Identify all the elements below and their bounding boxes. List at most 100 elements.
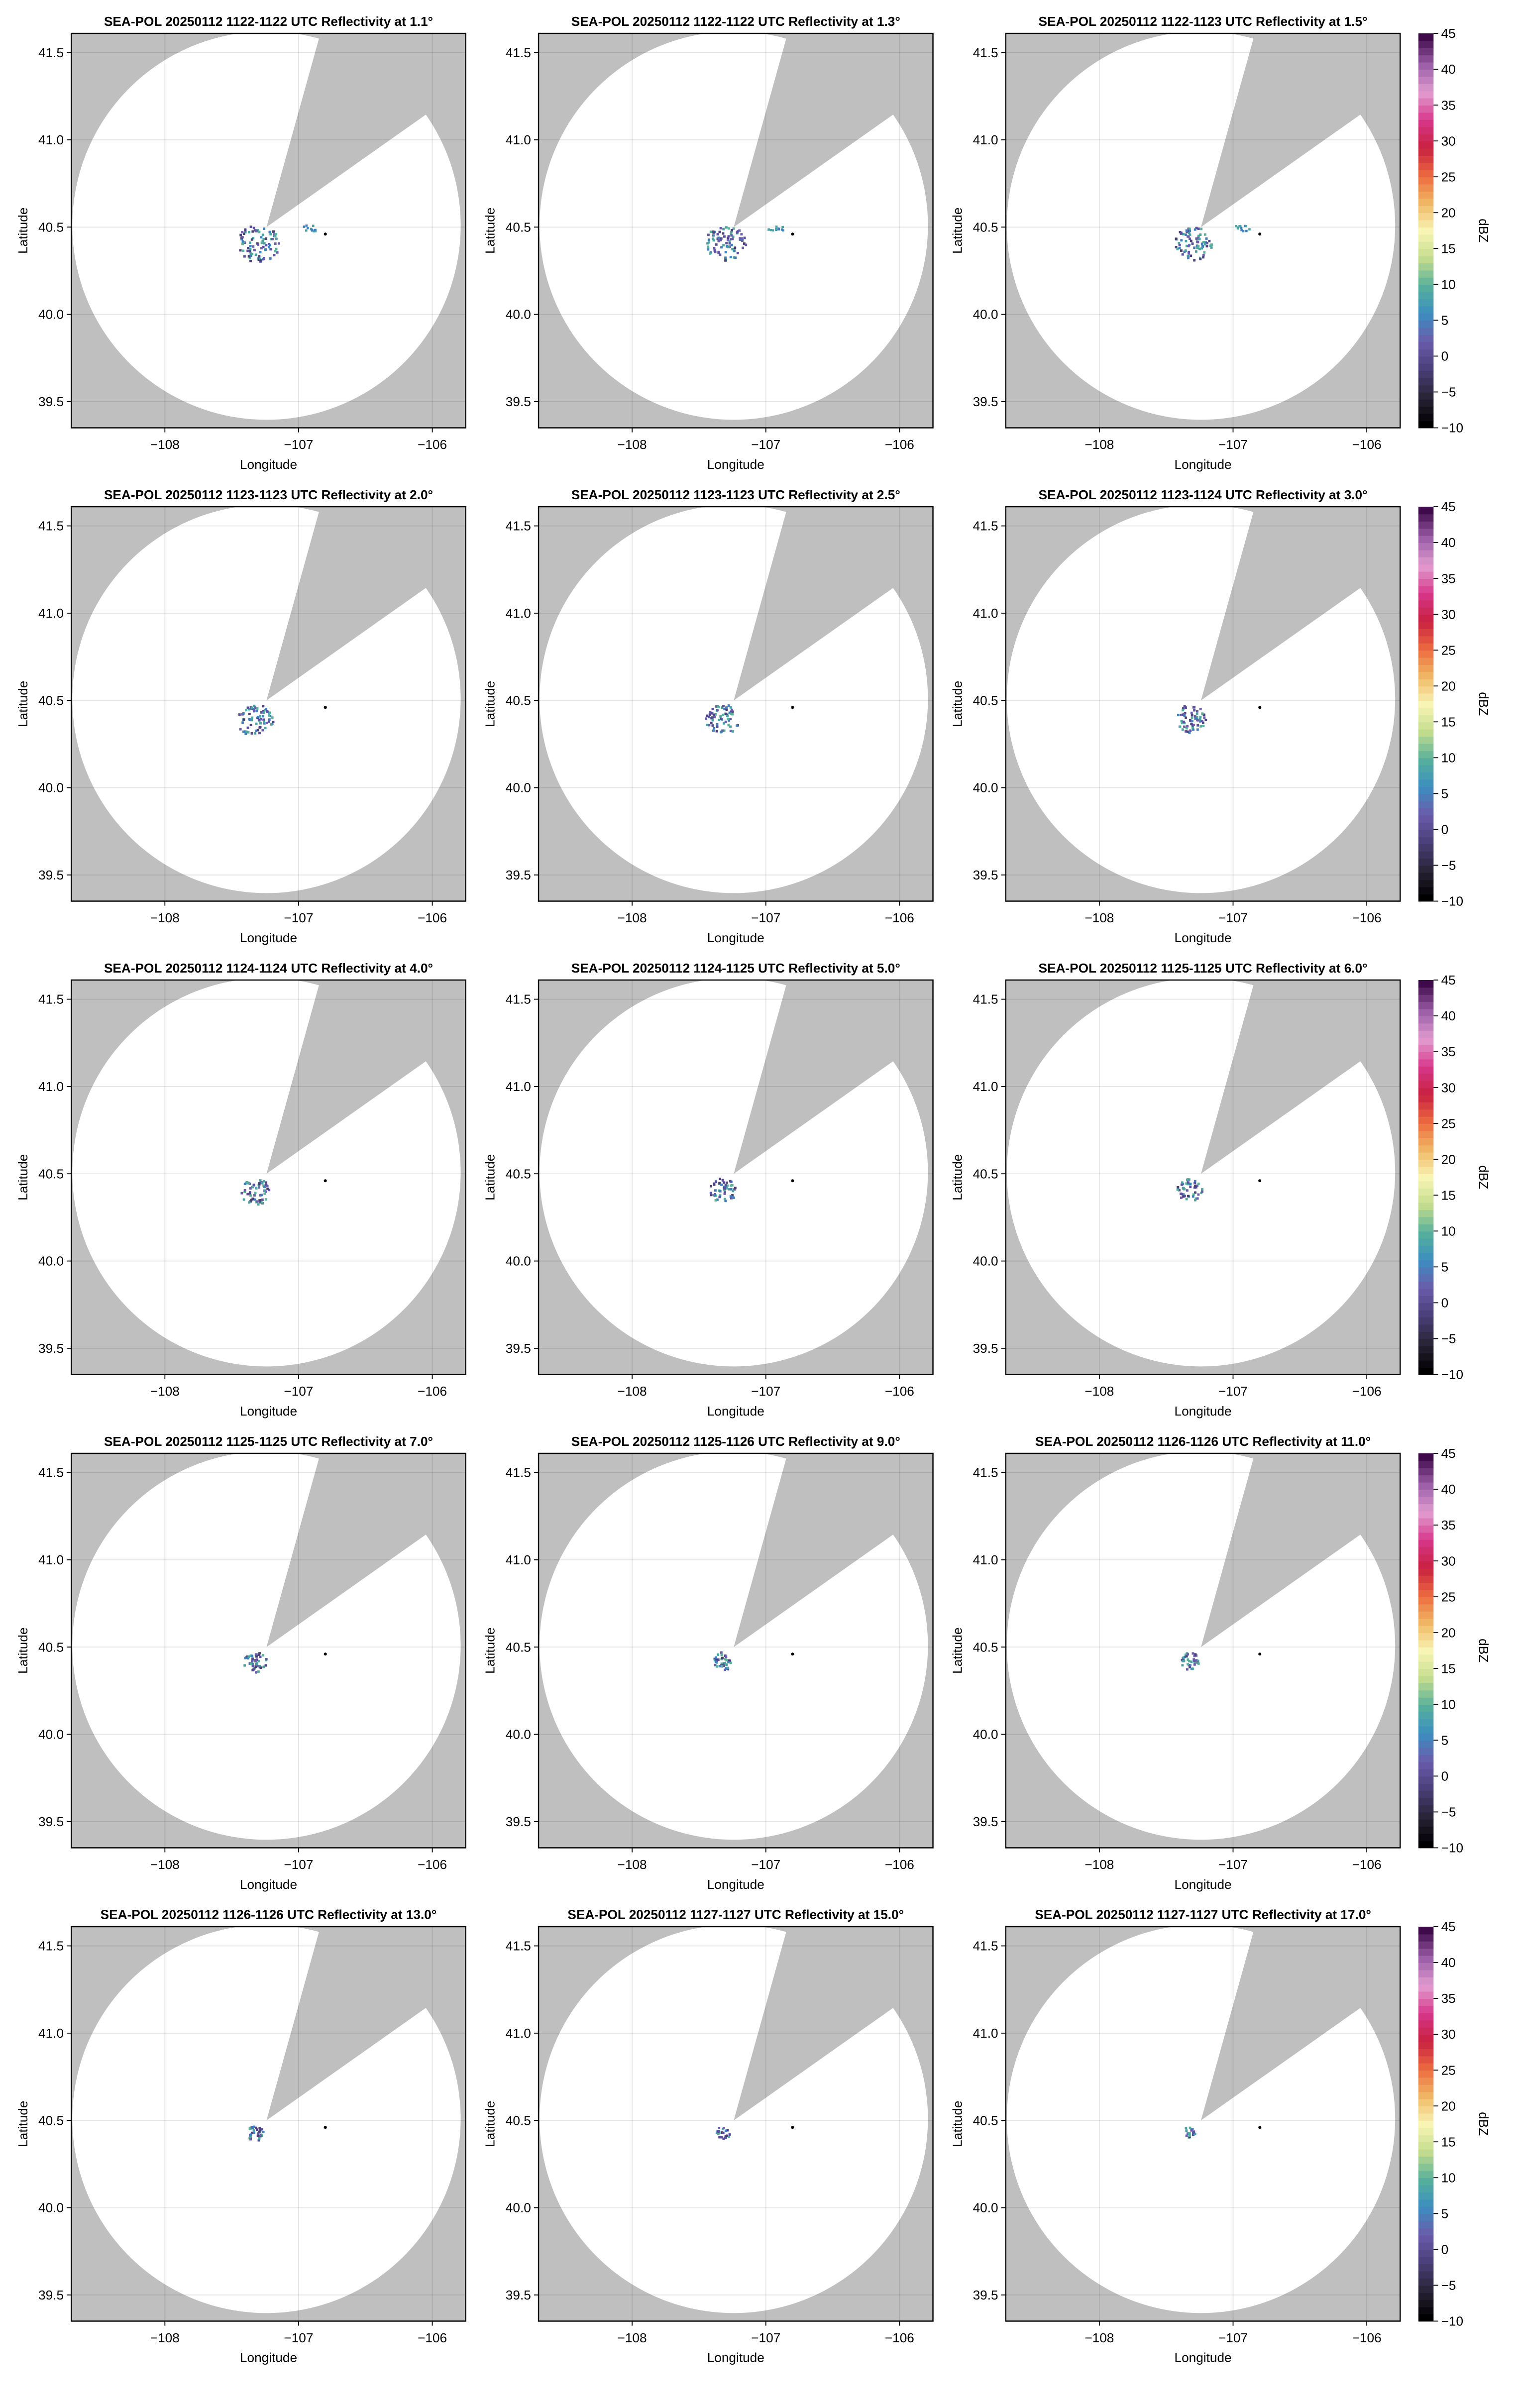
colorbar-bin xyxy=(1418,2113,1434,2121)
echo-pixel xyxy=(257,718,260,721)
echo-pixel xyxy=(249,1662,252,1665)
x-tick-label: −108 xyxy=(1084,1857,1114,1872)
echo-pixel xyxy=(1200,227,1203,230)
y-tick-label: 40.0 xyxy=(973,1254,998,1269)
colorbar-bin xyxy=(1418,1310,1434,1318)
echo-pixel xyxy=(1185,229,1188,232)
echo-pixel xyxy=(248,708,250,711)
echo-pixel xyxy=(720,237,723,240)
echo-pixel xyxy=(774,227,777,230)
echo-pixel xyxy=(706,242,709,245)
echo-pixel xyxy=(269,248,272,251)
echo-pixel xyxy=(253,704,256,707)
echo-pixel xyxy=(1201,1190,1203,1193)
echo-pixel xyxy=(252,1668,255,1671)
echo-pixel xyxy=(718,718,721,721)
echo-pixel xyxy=(1248,228,1251,230)
echo-pixel xyxy=(739,237,742,240)
y-axis-label: Latitude xyxy=(483,1628,498,1674)
echo-pixel xyxy=(1186,725,1189,728)
echo-pixel xyxy=(258,1199,261,1202)
echo-pixel xyxy=(720,718,723,720)
echo-pixel xyxy=(731,1194,734,1197)
echo-pixel xyxy=(254,253,257,256)
x-axis-label: Longitude xyxy=(707,930,764,945)
echo-pixel xyxy=(716,1198,719,1201)
echo-pixel xyxy=(716,1665,718,1668)
colorbar-bin xyxy=(1418,55,1434,63)
colorbar-bin xyxy=(1418,1467,1434,1476)
echo-pixel xyxy=(1188,250,1191,253)
colorbar-tick-label: 35 xyxy=(1441,1991,1456,2006)
x-tick-label: −107 xyxy=(1218,437,1248,452)
echo-pixel xyxy=(707,715,710,718)
colorbar-bin xyxy=(1418,1489,1434,1497)
echo-pixel xyxy=(732,1190,735,1193)
colorbar-bin xyxy=(1418,2149,1434,2157)
echo-pixel xyxy=(734,256,737,259)
colorbar-bin xyxy=(1418,1683,1434,1691)
echo-pixel xyxy=(268,1189,271,1192)
blocked-sector xyxy=(734,1926,933,2121)
y-tick-label: 41.0 xyxy=(38,606,64,621)
echo-pixel xyxy=(1200,247,1203,250)
x-axis-label: Longitude xyxy=(1175,457,1232,472)
x-tick-label: −107 xyxy=(284,2330,313,2345)
echo-pixel xyxy=(724,720,727,723)
echo-pixel xyxy=(1198,718,1201,721)
colorbar-bin xyxy=(1418,1303,1434,1311)
echo-pixel xyxy=(1199,716,1202,718)
echo-pixel xyxy=(719,1194,722,1197)
echo-pixel xyxy=(243,1664,246,1667)
colorbar-bin xyxy=(1418,112,1434,120)
echo-pixel xyxy=(260,711,263,714)
colorbar-bin xyxy=(1418,98,1434,106)
echo-pixel xyxy=(1178,246,1181,249)
x-tick-label: −106 xyxy=(885,2330,914,2345)
blocked-sector xyxy=(1201,1926,1401,2121)
colorbar-bin xyxy=(1418,155,1434,163)
echo-pixel xyxy=(730,232,733,235)
y-tick-label: 40.0 xyxy=(506,307,531,322)
echo-pixel xyxy=(256,716,259,718)
plot-area xyxy=(71,980,466,1375)
plot-area xyxy=(71,1926,466,2321)
echo-pixel xyxy=(258,1664,261,1667)
colorbar-bin xyxy=(1418,421,1434,429)
radar-panel: −108 −107 −106 39.5 40.0 40.5 41.0 41.5 Longitud… xyxy=(483,1434,934,1892)
echo-pixel xyxy=(1203,251,1206,254)
colorbar-bin xyxy=(1418,392,1434,400)
echo-pixel xyxy=(719,715,722,718)
echo-pixel xyxy=(255,230,258,232)
echo-pixel xyxy=(1193,1654,1196,1657)
site-marker xyxy=(1258,1652,1262,1656)
echo-pixel xyxy=(252,708,255,711)
panel-title: SEA-POL 20250112 1125-1125 UTC Reflectiv… xyxy=(104,1434,433,1449)
echo-pixel xyxy=(722,2126,725,2129)
echo-pixel xyxy=(259,1666,262,1669)
echo-pixel xyxy=(716,723,719,726)
y-tick-label: 40.5 xyxy=(973,693,998,708)
colorbar-bin xyxy=(1418,1647,1434,1655)
echo-pixel xyxy=(722,1179,725,1182)
colorbar-bin xyxy=(1418,614,1434,622)
colorbar-bin xyxy=(1418,1790,1434,1798)
colorbar-bin xyxy=(1418,105,1434,113)
echo-pixel xyxy=(729,730,732,732)
colorbar-bin xyxy=(1418,2005,1434,2013)
echo-pixel xyxy=(741,239,744,242)
colorbar-tick-label: 45 xyxy=(1441,1919,1456,1934)
x-tick-label: −108 xyxy=(150,910,180,925)
echo-pixel xyxy=(710,712,713,714)
x-tick-label: −106 xyxy=(418,910,447,925)
echo-pixel xyxy=(1193,228,1196,231)
echo-pixel xyxy=(1184,1653,1187,1656)
colorbar-bin xyxy=(1418,1216,1434,1224)
colorbar-bin xyxy=(1418,1733,1434,1741)
echo-pixel xyxy=(719,239,722,241)
plot-area xyxy=(539,980,933,1375)
colorbar-bin xyxy=(1418,1812,1434,1820)
x-axis-label: Longitude xyxy=(707,1877,764,1892)
echo-pixel xyxy=(723,1198,726,1201)
echo-pixel xyxy=(1189,229,1191,232)
